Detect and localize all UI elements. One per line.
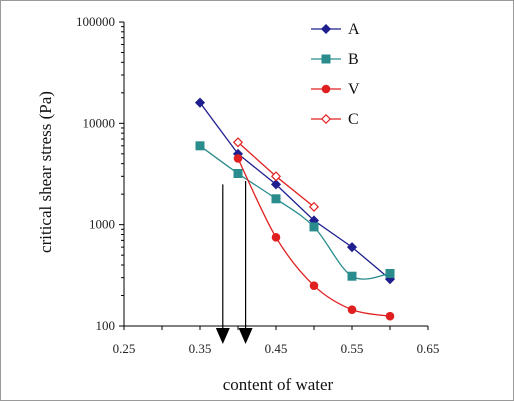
series-c bbox=[232, 137, 320, 212]
data-point-a bbox=[270, 179, 282, 190]
data-point-v bbox=[271, 233, 281, 242]
legend-item-c: C bbox=[311, 111, 359, 128]
x-axis-title: content of water bbox=[223, 375, 334, 394]
data-point-b bbox=[195, 141, 205, 151]
legend-item-v: V bbox=[311, 81, 360, 98]
data-point-c bbox=[270, 171, 282, 182]
y-ticks: 100 1000 10000 100000 bbox=[76, 14, 124, 333]
x-tick-label: 0.35 bbox=[189, 341, 212, 356]
data-point-c bbox=[232, 137, 244, 148]
legend-label: A bbox=[348, 21, 360, 38]
data-point-b bbox=[385, 268, 395, 278]
y-tick-label: 100000 bbox=[76, 14, 115, 29]
x-tick-label: 0.45 bbox=[265, 341, 288, 356]
legend-item-a: A bbox=[311, 21, 360, 38]
legend-marker bbox=[321, 54, 331, 64]
data-point-v bbox=[347, 305, 357, 314]
annotation-arrow-head bbox=[215, 328, 230, 344]
legend-marker bbox=[320, 113, 332, 125]
y-tick-label: 100 bbox=[96, 318, 116, 333]
y-axis-title: critical shear stress (Pa) bbox=[36, 91, 55, 253]
series-line-a bbox=[199, 102, 391, 280]
series-b bbox=[195, 141, 395, 281]
legend-marker bbox=[321, 84, 331, 94]
data-point-b bbox=[271, 194, 281, 204]
legend-label: C bbox=[348, 111, 359, 128]
data-point-a bbox=[346, 242, 358, 253]
data-point-b bbox=[309, 222, 319, 232]
legend-item-b: B bbox=[311, 51, 359, 68]
data-point-b bbox=[233, 168, 243, 178]
legend-label: B bbox=[348, 51, 359, 68]
series-v bbox=[233, 154, 395, 321]
data-point-c bbox=[308, 201, 320, 212]
legend-label: V bbox=[348, 81, 360, 98]
data-point-v bbox=[385, 311, 395, 321]
x-ticks: 0.25 0.35 0.45 0.55 0.65 bbox=[113, 326, 440, 356]
x-tick-label: 0.65 bbox=[417, 341, 440, 356]
series-layer bbox=[194, 97, 396, 321]
annotation-layer bbox=[215, 180, 253, 344]
data-point-v bbox=[309, 281, 319, 290]
legend-marker bbox=[320, 23, 332, 35]
data-point-a bbox=[194, 97, 206, 108]
x-tick-label: 0.55 bbox=[341, 341, 364, 356]
y-tick-label: 10000 bbox=[83, 115, 116, 130]
x-tick-label: 0.25 bbox=[113, 341, 136, 356]
y-tick-label: 1000 bbox=[89, 217, 115, 232]
data-point-v bbox=[233, 154, 243, 163]
series-line-b bbox=[199, 145, 391, 280]
data-point-b bbox=[347, 271, 357, 281]
annotation-arrow-head bbox=[238, 328, 253, 344]
series-line-v bbox=[237, 158, 391, 317]
